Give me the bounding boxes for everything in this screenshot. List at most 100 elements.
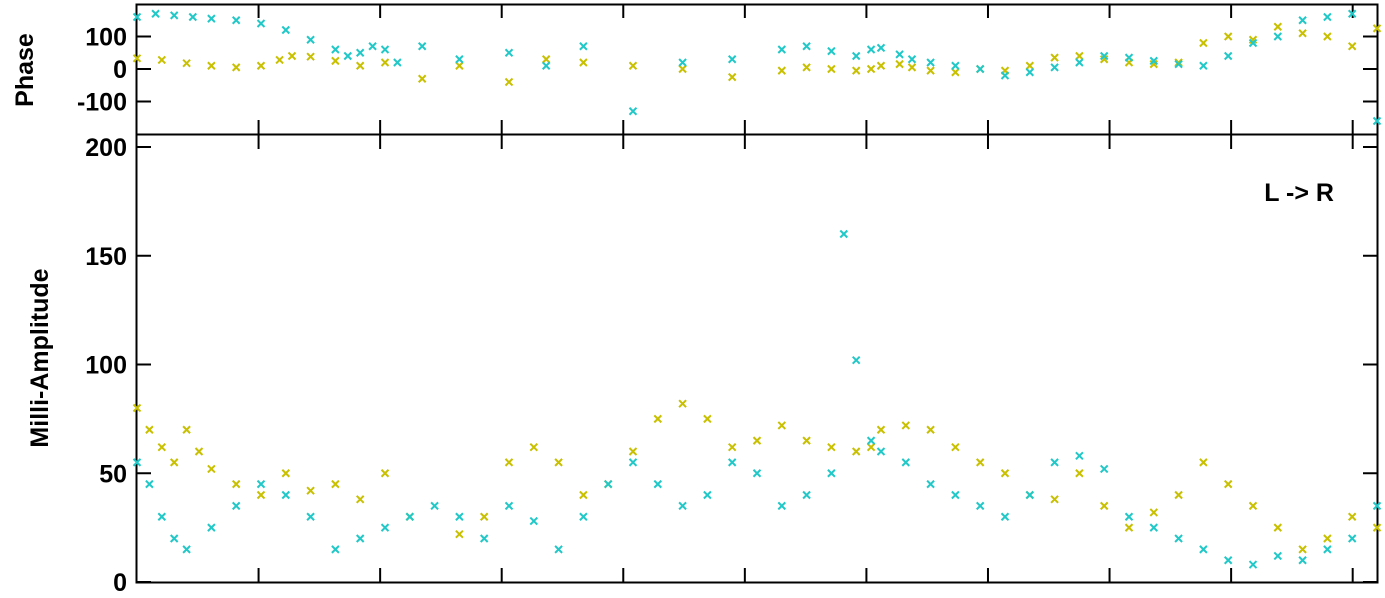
phase-series-2-point bbox=[1050, 63, 1059, 72]
phase-series-2-point bbox=[188, 12, 198, 22]
amplitude-series-1-point bbox=[1298, 545, 1307, 554]
phase-ytick-label: 0 bbox=[113, 56, 127, 84]
phase-series-2-point bbox=[281, 25, 291, 35]
phase-series-1-point bbox=[331, 56, 340, 66]
phase-series-1-point bbox=[727, 72, 737, 82]
amplitude-series-1-point bbox=[653, 414, 663, 424]
amplitude-series-1-point bbox=[827, 442, 836, 452]
phase-series-1-point bbox=[1248, 35, 1258, 44]
phase-series-2-point bbox=[1174, 59, 1183, 69]
phase-series-2-point bbox=[331, 45, 340, 54]
phase-ytick-label: -100 bbox=[77, 89, 127, 117]
amplitude-series-1-point bbox=[132, 403, 142, 413]
phase-series-1-point bbox=[876, 61, 886, 70]
amplitude-series-1-point bbox=[777, 421, 787, 430]
phase-series-2-point bbox=[1025, 68, 1035, 77]
phase-series-1-point bbox=[777, 66, 787, 75]
phase-series-2-point bbox=[169, 11, 179, 20]
phase-series-2-point bbox=[1298, 16, 1307, 25]
amplitude-series-2-point bbox=[529, 516, 539, 526]
amplitude-series-1-point bbox=[951, 442, 960, 452]
phase-series-2-point bbox=[1075, 58, 1084, 67]
amplitude-series-1-point bbox=[455, 529, 464, 539]
phase-series-2-point bbox=[678, 58, 687, 67]
phase-series-2-point bbox=[628, 107, 638, 116]
amplitude-series-1-point bbox=[1000, 469, 1010, 478]
amplitude-series-2-point bbox=[951, 490, 960, 500]
phase-series-2-point bbox=[975, 64, 985, 74]
amplitude-series-1-point bbox=[628, 447, 638, 456]
phase-series-1-point bbox=[1298, 29, 1307, 38]
amplitude-series-1-point bbox=[1273, 523, 1283, 532]
phase-series-1-point bbox=[132, 54, 142, 63]
amplitude-series-2-point bbox=[182, 545, 191, 554]
phase-series-2-point bbox=[951, 61, 960, 70]
amplitude-series-1-point bbox=[1248, 501, 1258, 511]
amplitude-series-2-point bbox=[380, 523, 390, 532]
amplitude-series-1-point bbox=[901, 421, 911, 430]
amplitude-series-2-point bbox=[169, 534, 179, 543]
amplitude-series-2-point bbox=[1223, 556, 1233, 565]
amplitude-series-1-point bbox=[866, 442, 876, 452]
phase-series-1-point bbox=[866, 64, 876, 74]
amplitude-series-1-point bbox=[281, 469, 291, 478]
phase-series-2-point bbox=[368, 42, 377, 51]
phase-series-1-point bbox=[827, 64, 836, 74]
phase-series-2-point bbox=[895, 50, 904, 59]
amplitude-series-2-point bbox=[157, 512, 167, 521]
amplitude-series-1-point bbox=[207, 464, 216, 474]
amplitude-ytick-label: 100 bbox=[85, 352, 127, 380]
phase-series-1-point bbox=[802, 63, 811, 72]
amplitude-series-2-point bbox=[1174, 534, 1183, 543]
amplitude-series-1-point bbox=[876, 425, 886, 434]
amplitude-ytick-label: 150 bbox=[85, 243, 127, 271]
phase-series-1-point bbox=[1223, 32, 1233, 41]
phase-series-2-point bbox=[1124, 53, 1134, 62]
amplitude-series-2-point bbox=[603, 479, 613, 489]
amplitude-ytick-label: 50 bbox=[99, 460, 127, 488]
amplitude-series-2-point bbox=[1099, 464, 1109, 474]
phase-series-1-point bbox=[1323, 32, 1332, 41]
phase-series-1-point bbox=[1347, 42, 1357, 51]
amplitude-series-2-point bbox=[851, 355, 861, 365]
phase-series-1-point bbox=[541, 55, 551, 64]
phase-series-1-point bbox=[306, 52, 315, 61]
phase-series-2-point bbox=[455, 55, 464, 64]
amplitude-y-axis-title: Milli-Amplitude bbox=[26, 268, 54, 447]
amplitude-series-2-point bbox=[355, 534, 365, 543]
amplitude-series-2-point bbox=[231, 501, 241, 511]
phase-series-2-point bbox=[207, 14, 216, 23]
phase-series-1-point bbox=[1174, 58, 1183, 67]
amplitude-series-1-point bbox=[1223, 479, 1233, 489]
phase-series-2-point bbox=[1000, 71, 1010, 80]
amplitude-series-1-point bbox=[479, 512, 489, 521]
phase-series-2-point bbox=[727, 55, 737, 64]
amplitude-series-2-point bbox=[628, 458, 638, 467]
phase-series-2-point bbox=[380, 45, 390, 54]
amplitude-series-1-point bbox=[529, 442, 539, 452]
amplitude-series-1-point bbox=[579, 490, 588, 500]
phase-series-1-point bbox=[678, 64, 687, 74]
amplitude-panel-frame bbox=[135, 133, 1379, 584]
amplitude-series-2-point bbox=[1323, 545, 1332, 554]
amplitude-series-2-point bbox=[306, 512, 315, 521]
phase-series-1-point bbox=[207, 61, 216, 70]
amplitude-series-2-point bbox=[1149, 523, 1159, 532]
phase-series-2-point bbox=[1372, 116, 1382, 126]
phase-series-1-point bbox=[455, 61, 464, 70]
amplitude-series-2-point bbox=[901, 458, 911, 467]
phase-series-2-point bbox=[1099, 51, 1109, 61]
amplitude-series-1-point bbox=[1075, 469, 1084, 478]
amplitude-series-2-point bbox=[678, 501, 687, 511]
amplitude-ytick-label: 200 bbox=[85, 134, 127, 162]
phase-series-2-point bbox=[132, 12, 142, 22]
phase-series-2-point bbox=[1323, 12, 1332, 22]
phase-series-1-point bbox=[355, 61, 365, 70]
amplitude-series-1-point bbox=[727, 442, 737, 452]
phase-series-2-point bbox=[802, 42, 811, 51]
amplitude-series-2-point bbox=[1025, 490, 1035, 500]
amplitude-series-2-point bbox=[455, 512, 464, 521]
phase-series-1-point bbox=[256, 61, 266, 70]
amplitude-series-2-point bbox=[256, 479, 266, 489]
amplitude-series-1-point bbox=[752, 436, 762, 445]
